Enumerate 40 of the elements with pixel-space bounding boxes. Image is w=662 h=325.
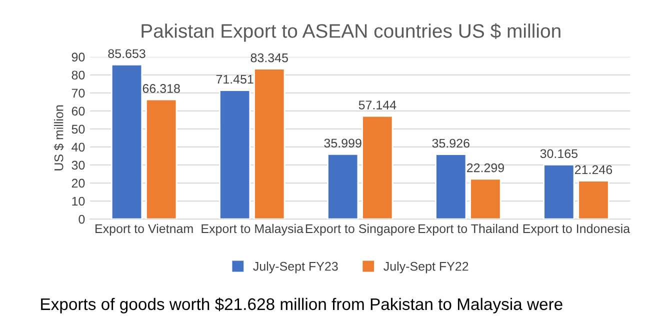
bar bbox=[362, 115, 394, 220]
y-tick-label: 20 bbox=[72, 178, 85, 188]
x-tick-label: Export to Vietnam bbox=[96, 224, 193, 236]
y-tick-label: 50 bbox=[72, 124, 85, 134]
y-tick-label: 0 bbox=[78, 214, 85, 224]
bar bbox=[146, 98, 178, 220]
bar bbox=[435, 154, 467, 220]
data-label: 83.345 bbox=[250, 53, 288, 62]
legend-label: July-Sept FY22 bbox=[384, 262, 468, 274]
y-tick-label: 40 bbox=[72, 142, 85, 152]
y-tick-label: 60 bbox=[72, 106, 85, 116]
y-tick-label: 80 bbox=[72, 70, 85, 80]
bar bbox=[327, 153, 359, 220]
data-label: 57.144 bbox=[358, 100, 396, 110]
chart-title: Pakistan Export to ASEAN countries US $ million bbox=[142, 23, 560, 42]
data-label: 66.318 bbox=[142, 84, 180, 93]
data-label: 71.451 bbox=[216, 74, 254, 84]
text: Exports of goods worth $21.628 million from Pakistan to Malaysia were bbox=[41, 298, 562, 314]
bar bbox=[470, 178, 502, 220]
bar bbox=[254, 68, 286, 220]
data-label: 22.299 bbox=[466, 163, 504, 172]
bar bbox=[110, 64, 143, 220]
data-label: 21.246 bbox=[575, 165, 612, 174]
x-tick-label: Export to Singapore bbox=[306, 224, 415, 236]
bar bbox=[578, 180, 610, 220]
y-tick-label: 90 bbox=[72, 52, 85, 62]
data-label: 35.926 bbox=[432, 138, 470, 148]
data-label: 35.999 bbox=[324, 138, 362, 148]
bar bbox=[543, 164, 575, 220]
legend-label: July-Sept FY23 bbox=[253, 262, 338, 274]
y-tick-label: 30 bbox=[72, 160, 85, 170]
bar bbox=[218, 90, 251, 220]
x-tick-label: Export to Indonesia bbox=[523, 224, 630, 236]
data-label: 85.653 bbox=[108, 49, 146, 58]
y-axis-title: US $ million bbox=[54, 105, 64, 170]
x-tick-label: Export to Malaysia bbox=[202, 224, 304, 236]
y-tick-label: 70 bbox=[72, 88, 85, 98]
x-tick-label: Export to Thailand bbox=[418, 224, 518, 236]
data-label: 30.165 bbox=[540, 149, 578, 158]
y-tick-label: 10 bbox=[72, 196, 85, 206]
